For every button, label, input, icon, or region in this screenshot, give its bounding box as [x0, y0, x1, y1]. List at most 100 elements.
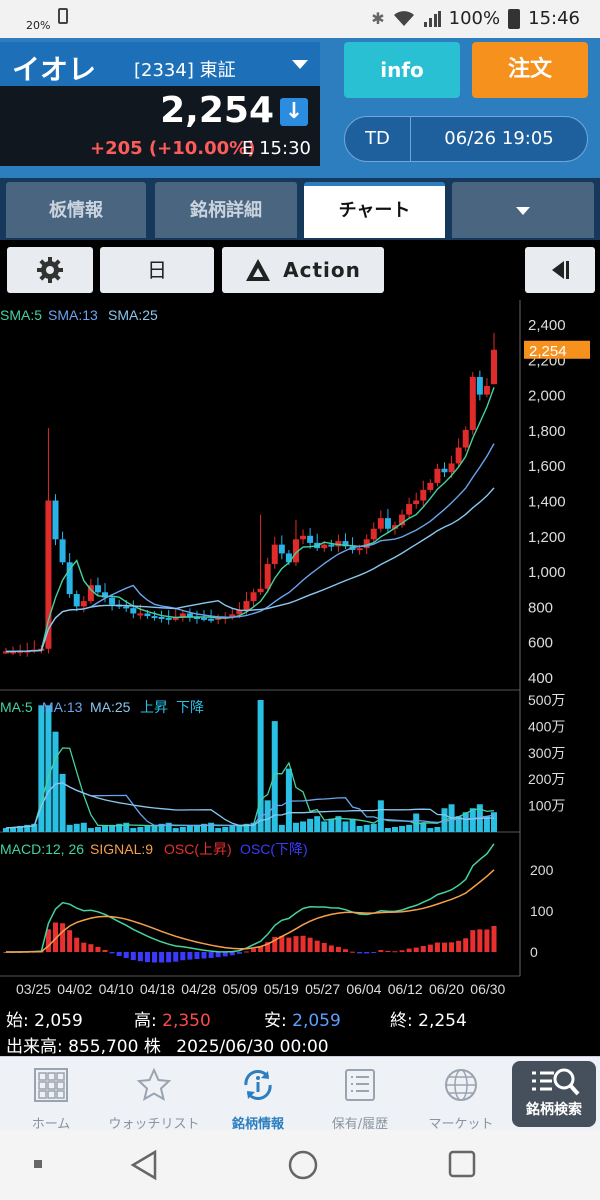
volume-bar	[321, 821, 328, 832]
info-button[interactable]: info	[344, 42, 460, 98]
candle-body	[158, 616, 165, 619]
macd-osc-bar	[152, 952, 158, 963]
macd-osc-bar	[53, 922, 59, 952]
macd-osc-bar	[392, 951, 398, 953]
price-tick-label: 2,400	[528, 317, 566, 334]
date-tick-label: 06/04	[346, 981, 381, 997]
tab-more[interactable]	[452, 182, 594, 238]
volume-bar	[434, 826, 441, 832]
volume-bar	[335, 816, 342, 832]
nav-watchlist[interactable]: ウォッチリスト	[100, 1057, 208, 1132]
nav-watchlist-label: ウォッチリスト	[108, 1117, 200, 1132]
volume-bar	[144, 825, 151, 832]
volume-ma-25-line	[5, 782, 495, 829]
candle-body	[102, 592, 109, 598]
macd-tick-label: 200	[530, 862, 554, 878]
macd-osc-bar	[173, 952, 179, 962]
volume-label: 出来高:	[6, 1037, 63, 1057]
macd-osc-bar	[215, 952, 221, 958]
volume-bar	[342, 821, 349, 832]
nav-stock-info[interactable]: 銘柄情報	[218, 1057, 298, 1132]
action-icon	[246, 258, 271, 281]
volume-bar	[363, 824, 370, 832]
candle-body	[151, 616, 158, 619]
battery-mini-icon	[58, 8, 68, 24]
chevron-down-icon[interactable]	[292, 60, 308, 69]
battery-saver-indicator: 20%	[26, 19, 51, 32]
chart-settings-button[interactable]	[7, 247, 93, 293]
volume-bar	[420, 822, 427, 832]
nav-stock-info-label: 銘柄情報	[231, 1117, 284, 1132]
candle-body	[66, 562, 73, 595]
candle-body	[462, 429, 469, 448]
stock-summary[interactable]: イオレ [2334] 東証 2,254 ↓ +205 (+10.00%) E 1…	[0, 42, 320, 170]
candle-body	[137, 613, 144, 616]
stock-price: 2,254	[160, 90, 274, 131]
nav-market[interactable]: マーケット	[418, 1057, 504, 1132]
ohlc-info: 始: 2,059 高: 2,350 安: 2,059 終: 2,254 出来高:…	[0, 1004, 600, 1057]
date-tick-label: 06/20	[429, 981, 464, 997]
price-tick-label: 1,400	[528, 494, 566, 511]
macd-osc-bar	[335, 946, 341, 952]
nav-home-label: ホーム	[31, 1117, 71, 1132]
volume-bar	[384, 828, 391, 832]
chart-canvas[interactable]: 2,4002,2002,0001,8001,6001,4001,2001,000…	[0, 300, 600, 1004]
volume-ma-13-line	[5, 782, 495, 829]
signal-icon	[423, 10, 441, 27]
tab-stock-detail[interactable]: 銘柄詳細	[155, 182, 297, 238]
stock-selector[interactable]: イオレ [2334] 東証	[0, 42, 320, 86]
candle-body	[109, 597, 116, 605]
candle-body	[52, 500, 59, 540]
volume-bar	[80, 822, 87, 832]
macd-osc-bar	[378, 950, 384, 952]
bottom-nav: ホーム ウォッチリスト 銘柄情報 保有/履歴	[0, 1056, 600, 1132]
recent-dot-icon[interactable]	[34, 1160, 42, 1168]
td-selector[interactable]: TD 06/26 19:05	[344, 116, 588, 162]
tab-chart[interactable]: チャート	[304, 182, 445, 238]
tab-board[interactable]: 板情報	[6, 182, 146, 238]
macd-osc-bar	[364, 952, 370, 954]
date-tick-label: 04/18	[140, 981, 175, 997]
volume-tick-label: 200万	[528, 771, 565, 787]
candle-body	[377, 518, 384, 529]
gear-icon	[37, 257, 63, 283]
order-button[interactable]: 注文	[472, 42, 588, 98]
nav-holdings[interactable]: 保有/履歴	[318, 1057, 402, 1132]
home-icon[interactable]	[288, 1150, 318, 1180]
high-label: 高:	[134, 1011, 157, 1031]
price-tick-label: 1,600	[528, 458, 566, 475]
candle-body	[342, 541, 349, 547]
back-icon[interactable]	[130, 1149, 157, 1181]
collapse-panel-button[interactable]	[525, 247, 595, 293]
candle-body	[94, 585, 101, 593]
high-value: 2,350	[162, 1011, 211, 1031]
overview-icon[interactable]	[448, 1150, 476, 1178]
nav-market-label: マーケット	[428, 1117, 494, 1132]
macd-osc-bar	[449, 942, 455, 952]
macd-osc-bar	[456, 940, 462, 952]
volume-bar	[222, 826, 229, 832]
action-label: Action	[283, 258, 361, 282]
stock-change: +205 (+10.00%)	[90, 138, 256, 159]
volume-bar	[349, 818, 356, 832]
macd-osc-bar	[123, 952, 129, 959]
candle-body	[413, 500, 420, 505]
action-button[interactable]: Action	[222, 247, 384, 293]
candle-body	[491, 349, 497, 385]
period-button[interactable]: 日	[100, 247, 214, 293]
nav-home[interactable]: ホーム	[14, 1057, 88, 1132]
battery-icon	[508, 8, 521, 29]
macd-osc-bar	[251, 948, 257, 952]
volume-bar	[229, 825, 236, 832]
volume-bar	[278, 824, 285, 832]
macd-osc-bar	[81, 942, 87, 952]
candle-body	[469, 376, 476, 430]
macd-osc-bar	[385, 950, 391, 952]
candle-body	[172, 617, 179, 620]
wifi-icon	[393, 10, 414, 26]
td-label[interactable]: TD	[345, 117, 411, 161]
macd-osc-bar	[236, 952, 242, 954]
stock-chart[interactable]: 2,400 2,200 2,000 1,800 1,600 1,400 1,200 1,000…	[0, 300, 600, 1004]
stock-search-button[interactable]: 銘柄検索	[512, 1061, 596, 1127]
current-price-label: 2,254	[529, 343, 567, 360]
